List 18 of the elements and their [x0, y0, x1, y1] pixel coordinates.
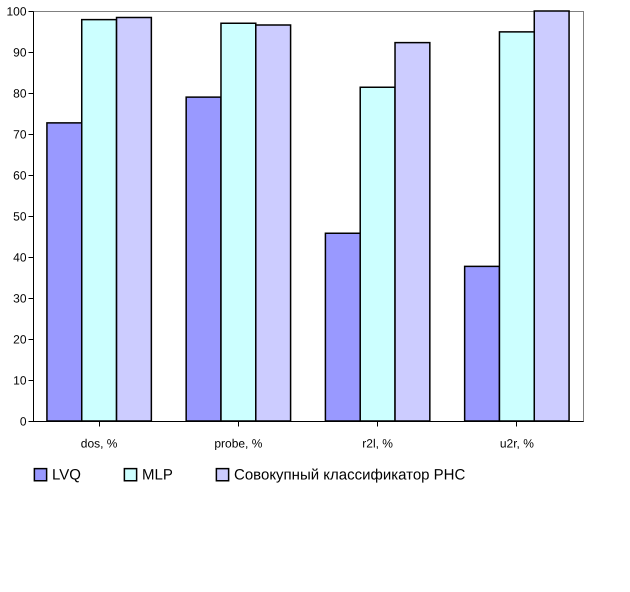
y-tick-label: 10: [13, 374, 27, 388]
y-tick-label: 70: [13, 128, 27, 142]
y-tick-label: 80: [13, 86, 27, 100]
y-tick-label: 0: [20, 414, 27, 428]
y-tick-label: 60: [13, 168, 27, 182]
legend-label: LVQ: [52, 466, 81, 484]
x-tick-label: u2r, %: [500, 436, 534, 450]
x-tick-label: r2l, %: [362, 436, 394, 450]
y-tick-label: 100: [6, 4, 27, 18]
x-tick-label: dos, %: [80, 436, 118, 450]
x-tick-label: probe, %: [214, 436, 263, 450]
y-tick-label: 30: [13, 292, 27, 306]
y-tick-label: 50: [13, 210, 27, 224]
y-tick-label: 40: [13, 250, 27, 264]
y-tick-label: 90: [13, 46, 27, 60]
y-tick-label: 20: [13, 332, 27, 346]
legend-label: MLP: [142, 466, 173, 484]
legend-label: Совокупный классификатор РНС: [234, 466, 466, 484]
